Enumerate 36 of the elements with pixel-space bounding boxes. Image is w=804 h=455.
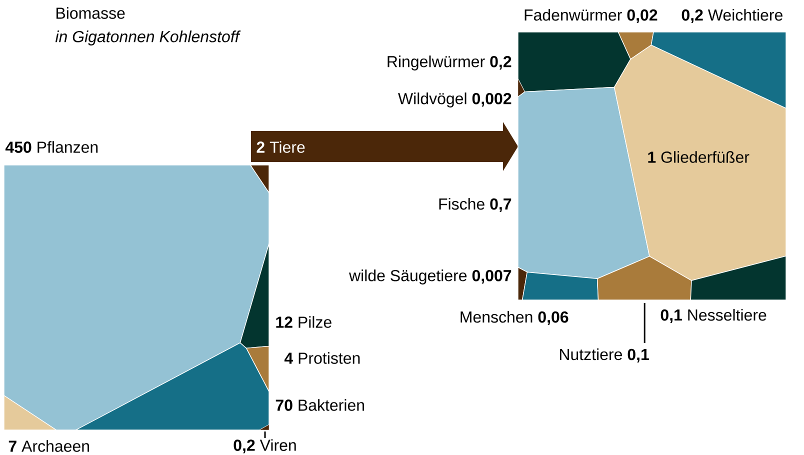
- data-label: 450: [5, 142, 32, 153]
- category-label: Weichtiere: [708, 8, 782, 21]
- text: Biomasse: [56, 7, 125, 19]
- category-label: Fadenwürmer: [524, 8, 622, 21]
- data-label: 7: [8, 440, 16, 452]
- data-label: 2: [256, 142, 264, 153]
- data-label: 0,02: [627, 9, 658, 24]
- category-label: Protisten: [298, 352, 360, 364]
- category-label: Viren: [260, 439, 296, 451]
- category-label: Menschen: [460, 310, 532, 323]
- data-label: 12: [276, 316, 292, 328]
- data-label: 0,2: [682, 9, 703, 24]
- data-label: 0,2: [234, 440, 255, 454]
- category-label: Nesseltiere: [688, 308, 766, 321]
- category-label: Ringelwürmer: [388, 56, 485, 70]
- data-label: 0,007: [472, 270, 512, 284]
- data-label: 4: [284, 352, 294, 364]
- data-label: 0,1: [628, 348, 649, 362]
- data-label: 1: [648, 152, 656, 163]
- category-label: Gliederfüßer: [661, 151, 750, 163]
- data-label: 0,1: [660, 309, 682, 324]
- category-label: Wildvögel: [398, 92, 466, 108]
- data-label: 0,002: [472, 92, 512, 107]
- category-label: wilde Säugetiere: [348, 270, 467, 284]
- category-label: Nutztiere: [560, 348, 622, 360]
- data-label: 0,7: [490, 198, 512, 212]
- data-label: 0,2: [490, 56, 512, 70]
- category-label: Pilze: [298, 316, 332, 328]
- category-label: Fische: [439, 198, 484, 210]
- category-label: Tiere: [270, 141, 305, 153]
- text: in Gigatonnen Kohlenstoff: [55, 30, 241, 46]
- category-label: Pflanzen: [38, 141, 98, 153]
- data-label: 0,06: [538, 311, 568, 326]
- category-label: Bakterien: [298, 399, 364, 411]
- data-label: 70: [276, 400, 292, 411]
- category-label: Archaeen: [22, 440, 89, 452]
